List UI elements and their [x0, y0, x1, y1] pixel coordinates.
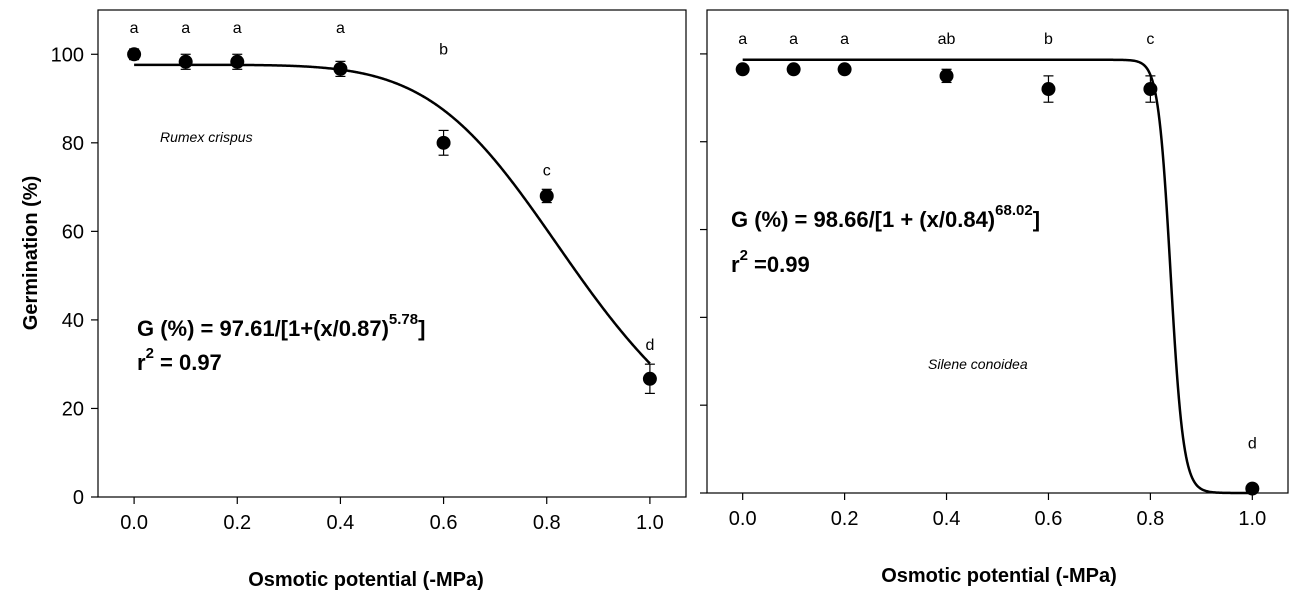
- tick-labels: 0.0 0.2 0.4 0.6 0.8 1.0: [729, 508, 1266, 530]
- chart-rumex-crispus: 0.0 0.2 0.4 0.6 0.8 1.0 0 20 40 60 80 100 a a a a b c d R…: [20, 9, 687, 591]
- error-bars: [129, 48, 655, 395]
- x-tick-label: 0.0: [729, 508, 757, 530]
- significance-letters: a a a ab b c d: [738, 31, 1257, 453]
- significance-letter: a: [738, 31, 747, 48]
- data-point: [837, 62, 852, 77]
- data-point: [786, 62, 801, 77]
- significance-letter: d: [1248, 436, 1257, 453]
- data-point: [642, 371, 657, 386]
- y-tick-label: 0: [73, 487, 84, 509]
- significance-letter: a: [336, 20, 345, 37]
- data-points: [735, 62, 1260, 496]
- y-tick-label: 60: [62, 221, 84, 243]
- x-axis-title: Osmotic potential (-MPa): [881, 565, 1117, 587]
- significance-letter: c: [1146, 31, 1154, 48]
- species-label: Rumex crispus: [160, 129, 253, 145]
- x-tick-label: 0.2: [223, 512, 251, 534]
- x-tick-label: 0.4: [933, 508, 961, 530]
- y-tick-label: 40: [62, 310, 84, 332]
- data-point: [939, 68, 954, 83]
- significance-letter: a: [840, 31, 849, 48]
- data-point: [1245, 481, 1260, 496]
- plot-frame: [706, 9, 1289, 494]
- species-label: Silene conoidea: [928, 356, 1028, 372]
- plot-frame: [97, 9, 687, 498]
- significance-letter: a: [789, 31, 798, 48]
- data-point: [127, 47, 142, 62]
- data-point: [178, 54, 193, 69]
- tick-labels: 0.0 0.2 0.4 0.6 0.8 1.0 0 20 40 60 80 100: [51, 44, 664, 534]
- error-bars: [737, 65, 1258, 492]
- data-point: [1041, 82, 1056, 97]
- x-tick-label: 1.0: [1238, 508, 1266, 530]
- significance-letter: a: [181, 20, 190, 37]
- x-tick-label: 0.6: [1035, 508, 1063, 530]
- significance-letter: d: [645, 337, 654, 354]
- x-tick-label: 1.0: [636, 512, 664, 534]
- r-squared: r2 = 0.97: [137, 345, 222, 375]
- fit-equation: G (%) = 97.61/[1+(x/0.87)5.78]: [137, 311, 425, 341]
- significance-letter: a: [130, 20, 139, 37]
- tick-marks: [700, 53, 1253, 500]
- x-tick-label: 0.4: [327, 512, 355, 534]
- significance-letter: b: [1044, 31, 1053, 48]
- x-tick-label: 0.6: [430, 512, 458, 534]
- tick-marks: [91, 53, 651, 504]
- x-tick-label: 0.8: [1136, 508, 1164, 530]
- data-point: [333, 61, 348, 76]
- data-points: [127, 47, 657, 386]
- y-tick-label: 100: [51, 44, 84, 66]
- data-point: [539, 188, 554, 203]
- fit-equation: G (%) = 98.66/[1 + (x/0.84)68.02]: [731, 202, 1040, 232]
- significance-letters: a a a a b c d: [130, 20, 655, 354]
- data-point: [230, 54, 245, 69]
- x-tick-label: 0.2: [831, 508, 859, 530]
- fitted-curve: [134, 63, 651, 365]
- significance-letter: b: [439, 41, 448, 58]
- significance-letter: c: [543, 162, 551, 179]
- chart-silene-conoidea: 0.0 0.2 0.4 0.6 0.8 1.0 a a a ab b c d Silene conoi…: [700, 9, 1289, 587]
- x-tick-label: 0.0: [120, 512, 148, 534]
- r-squared: r2 =0.99: [731, 247, 810, 277]
- y-axis-title: Germination (%): [20, 176, 42, 330]
- x-tick-label: 0.8: [533, 512, 561, 534]
- data-point: [436, 135, 451, 150]
- y-tick-label: 80: [62, 133, 84, 155]
- y-tick-label: 20: [62, 398, 84, 420]
- fitted-curve: [742, 58, 1253, 495]
- significance-letter: a: [233, 20, 242, 37]
- significance-letter: ab: [938, 31, 956, 48]
- data-point: [735, 62, 750, 77]
- data-point: [1143, 82, 1158, 97]
- x-axis-title: Osmotic potential (-MPa): [248, 569, 484, 591]
